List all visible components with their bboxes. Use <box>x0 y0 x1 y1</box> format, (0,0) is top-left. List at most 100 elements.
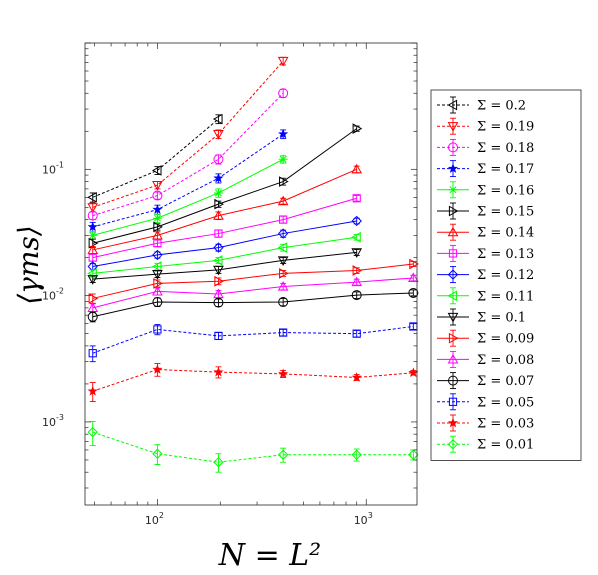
legend: Σ = 0.2 Σ = 0.19 Σ = 0.18 Σ = 0.17 Σ = 0.16 Σ… <box>430 89 582 461</box>
data-point <box>152 285 163 296</box>
data-point <box>408 449 419 460</box>
data-point <box>277 281 289 291</box>
error-bar <box>280 197 287 205</box>
data-point <box>409 258 419 270</box>
data-point <box>278 297 289 308</box>
data-point <box>213 265 224 276</box>
y-tick-label: 10-1 <box>42 160 64 176</box>
series-10 <box>87 248 363 285</box>
series-12 <box>87 272 419 313</box>
error-bar <box>154 444 161 465</box>
legend-marker <box>447 122 459 132</box>
legend-label: Σ = 0.13 <box>477 247 534 262</box>
data-point <box>351 372 362 382</box>
data-point <box>351 276 363 287</box>
legend-entry: Σ = 0.03 <box>437 414 534 432</box>
series-6 <box>87 163 363 255</box>
error-bar <box>89 420 96 447</box>
legend-label: Σ = 0.09 <box>477 332 534 347</box>
data-point <box>278 368 289 379</box>
data-point <box>213 242 224 253</box>
series-1 <box>87 56 289 213</box>
legend-marker <box>447 438 459 450</box>
y-tick-label: 10-2 <box>42 287 64 303</box>
error-bar <box>353 195 360 202</box>
series-15 <box>87 363 419 403</box>
legend-marker <box>448 142 458 153</box>
error-bar <box>215 453 222 473</box>
series-14 <box>88 322 418 363</box>
series-2 <box>87 88 289 221</box>
data-point <box>408 367 419 378</box>
data-point <box>152 297 163 308</box>
data-point <box>408 272 419 283</box>
legend-marker <box>448 205 459 217</box>
data-point <box>213 456 224 468</box>
series-13 <box>87 287 419 323</box>
data-point <box>152 180 163 191</box>
series-line <box>92 158 284 236</box>
data-point <box>352 329 361 338</box>
legend-marker <box>447 312 459 323</box>
legend-entry: Σ = 0.13 <box>437 244 534 262</box>
data-point <box>153 221 163 233</box>
legend-label: Σ = 0.18 <box>477 141 534 156</box>
legend-entry: Σ = 0.1 <box>437 308 526 326</box>
error-bar <box>280 257 287 264</box>
x-tick-label: 103 <box>354 511 373 527</box>
legend-label: Σ = 0.16 <box>477 183 534 198</box>
legend-label: Σ = 0.11 <box>477 289 534 304</box>
data-point <box>279 215 288 224</box>
data-point <box>88 253 97 262</box>
data-point <box>213 130 224 140</box>
series-0 <box>87 113 223 203</box>
y-tick-label: 10-3 <box>42 413 64 429</box>
legend-label: Σ = 0.14 <box>477 226 534 241</box>
data-point <box>351 215 362 227</box>
data-point <box>277 242 288 253</box>
legend-marker <box>447 99 458 111</box>
data-point <box>277 228 289 239</box>
error-bar <box>410 289 417 297</box>
data-point <box>351 248 363 258</box>
data-point <box>279 328 288 337</box>
legend-entry: Σ = 0.19 <box>437 117 534 135</box>
data-point <box>152 204 163 214</box>
data-point <box>87 426 98 438</box>
data-point <box>214 331 223 340</box>
data-point <box>352 265 363 276</box>
data-point <box>277 449 289 460</box>
legend-entry: Σ = 0.08 <box>437 350 534 368</box>
series-line <box>92 431 414 463</box>
legend-marker <box>448 332 459 344</box>
series-line <box>92 369 414 392</box>
series-line <box>92 292 414 318</box>
data-point <box>279 176 289 187</box>
data-point <box>214 275 224 287</box>
legend-label: Σ = 0.08 <box>477 353 534 368</box>
legend-marker <box>448 397 458 406</box>
legend-entry: Σ = 0.07 <box>437 372 534 389</box>
data-point <box>278 128 289 139</box>
legend-entry: Σ = 0.01 <box>437 435 534 453</box>
data-point <box>212 255 223 266</box>
data-point <box>213 172 224 183</box>
series-line <box>92 263 414 299</box>
data-point <box>88 349 97 358</box>
plot-area <box>87 56 419 473</box>
legend-marker <box>447 163 459 173</box>
data-point <box>152 249 163 261</box>
data-point <box>351 449 362 460</box>
data-point <box>213 297 224 308</box>
legend-marker <box>447 290 458 302</box>
legend-label: Σ = 0.1 <box>477 311 526 326</box>
legend-entry: Σ = 0.14 <box>437 223 534 241</box>
data-point <box>213 366 224 377</box>
data-point <box>214 198 224 210</box>
legend-entry: Σ = 0.17 <box>437 160 534 177</box>
error-bar <box>410 274 417 282</box>
data-point <box>278 154 288 164</box>
data-point <box>151 261 162 272</box>
data-point <box>277 256 289 266</box>
